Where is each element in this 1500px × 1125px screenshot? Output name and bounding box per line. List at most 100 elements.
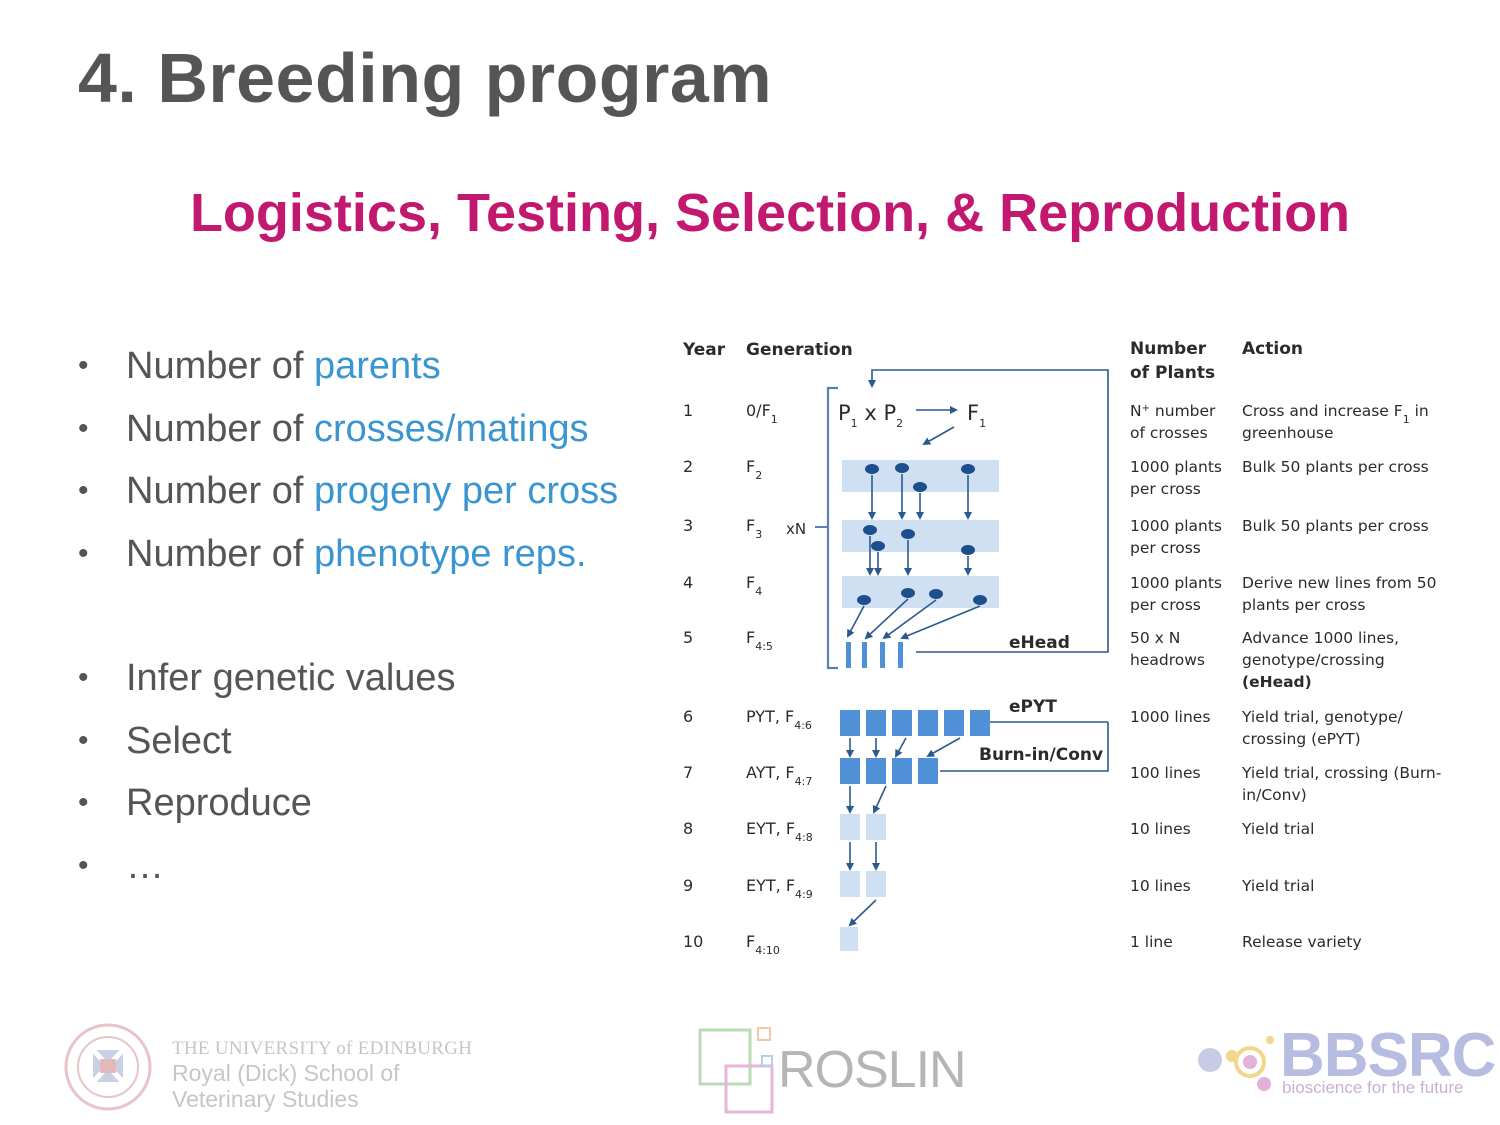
pyt-plot	[866, 710, 886, 736]
eyt-plot	[840, 814, 860, 840]
row-plants: headrows	[1130, 651, 1205, 669]
ayt-plot	[892, 758, 912, 784]
selection-arrow	[895, 737, 907, 758]
feedback-loop-burn	[940, 722, 1109, 772]
bullet-list-top: • Number of parents • Number of crosses/ma…	[78, 344, 618, 594]
row-year: 10	[683, 932, 703, 951]
bullet-item: • Number of crosses/matings	[78, 407, 618, 470]
row-generation: AYT, F4:7	[746, 763, 812, 788]
header-action: Action	[1242, 339, 1303, 359]
bullet-dot-icon: •	[78, 411, 89, 445]
row-action: Yield trial, genotype/	[1241, 708, 1404, 726]
plant-marker	[895, 463, 909, 473]
row-action: genotype/crossing	[1242, 651, 1385, 669]
headrow	[846, 642, 851, 668]
row-action: Bulk 50 plants per cross	[1242, 517, 1429, 535]
slide-title: 4. Breeding program	[78, 39, 773, 117]
f1-label: F1	[967, 401, 986, 430]
bullet-dot-icon: •	[78, 786, 89, 819]
derive-arrow	[882, 599, 937, 640]
bullet-dot-icon: •	[78, 349, 89, 382]
bullet-item: • Number of phenotype reps.	[78, 532, 618, 595]
loop-label: xN	[786, 520, 806, 538]
row-plants: 10 lines	[1130, 820, 1191, 838]
bullet-item: • Number of parents	[78, 344, 618, 407]
derive-arrow	[864, 598, 909, 640]
row-action: Cross and increase F1 in	[1242, 402, 1429, 426]
row-action: in/Conv)	[1242, 786, 1307, 804]
bullet-text: Select	[126, 719, 232, 762]
row-plants: per cross	[1130, 596, 1201, 614]
bullet-dot-icon: •	[78, 474, 89, 507]
ayt-plot	[840, 758, 860, 784]
row-action: crossing (ePYT)	[1242, 730, 1361, 748]
row-action: Yield trial, crossing (Burn-	[1241, 764, 1441, 782]
field-plot	[842, 520, 999, 552]
row-generation: 0/F1	[746, 401, 778, 426]
bbsrc-molecule-icon	[1198, 1036, 1274, 1091]
row-action: Yield trial	[1241, 820, 1314, 838]
bullet-prefix: Number of	[126, 470, 314, 512]
feedback-label-burn: Burn-in/Conv	[979, 745, 1103, 765]
bullet-dot-icon: •	[78, 723, 89, 757]
bullet-highlight: phenotype reps.	[313, 532, 587, 575]
row-generation: F4	[746, 573, 762, 598]
header-year: Year	[682, 340, 726, 360]
plant-marker	[901, 529, 915, 539]
bullet-prefix: Number of	[126, 345, 314, 387]
row-plants: 10 lines	[1130, 877, 1191, 895]
row-action: greenhouse	[1242, 424, 1334, 442]
row-generation: PYT, F4:6	[746, 707, 812, 732]
row-action: Bulk 50 plants per cross	[1242, 458, 1429, 476]
row-year: 2	[683, 457, 693, 476]
bullet-prefix: Number of	[126, 407, 314, 450]
derive-arrow	[847, 605, 865, 638]
loop-bracket	[826, 386, 838, 670]
diagram-rows: 1 0/F1 N+ number of crosses Cross and increa…	[683, 401, 1441, 957]
bullet-prefix: Number of	[126, 532, 314, 575]
plant-marker	[973, 595, 987, 605]
bullet-highlight: parents	[313, 345, 441, 387]
row-year: 6	[683, 707, 693, 726]
pyt-plot	[918, 710, 938, 736]
row-plants: N+ number	[1130, 402, 1216, 420]
row-plants: 100 lines	[1130, 764, 1201, 782]
edinburgh-line1: THE UNIVERSITY of EDINBURGH	[172, 1038, 473, 1059]
roslin-wordmark: ROSLIN	[778, 1041, 967, 1099]
bbsrc-wordmark: BBSRC	[1280, 1021, 1496, 1090]
row-plants: 1 line	[1130, 933, 1173, 951]
row-plants: 1000 plants	[1130, 517, 1222, 535]
release-plot	[840, 927, 858, 951]
selection-arrow	[926, 737, 961, 757]
row-generation: F4:5	[746, 628, 773, 653]
cross-label: P1 x P2	[838, 401, 903, 430]
row-action: Advance 1000 lines,	[1242, 629, 1399, 647]
plant-marker	[865, 464, 879, 474]
slide-subtitle: Logistics, Testing, Selection, & Reprodu…	[189, 183, 1351, 243]
row-plants: 1000 plants	[1130, 458, 1222, 476]
eyt-plot	[866, 871, 886, 897]
pyt-plot	[840, 710, 860, 736]
edinburgh-line2: Royal (Dick) School of	[172, 1060, 400, 1086]
bullet-text: Reproduce	[126, 782, 312, 824]
bullet-text: …	[126, 844, 164, 887]
plant-marker	[961, 545, 975, 555]
pyt-plot	[944, 710, 964, 736]
breeding-scheme-diagram: Year Generation Number of Plants Action 1 0/F…	[682, 339, 1441, 957]
selection-arrow	[872, 785, 887, 814]
row-action: Derive new lines from 50	[1242, 574, 1436, 592]
row-year: 9	[683, 876, 693, 895]
eyt-plot	[840, 871, 860, 897]
row-year: 7	[683, 763, 693, 782]
pyt-plot	[892, 710, 912, 736]
bullet-dot-icon: •	[78, 661, 89, 694]
plant-marker	[913, 482, 927, 492]
bullet-list-bottom: • Infer genetic values • Select • Reproduce…	[78, 656, 456, 906]
header-plants: Number	[1130, 339, 1207, 359]
bullet-item: •…	[78, 844, 456, 907]
row-plants: per cross	[1130, 539, 1201, 557]
feedback-label-epyt: ePYT	[1009, 697, 1057, 717]
bullet-text: Infer genetic values	[126, 657, 456, 699]
header-generation: Generation	[746, 340, 853, 360]
header-plants-2: of Plants	[1130, 363, 1215, 383]
